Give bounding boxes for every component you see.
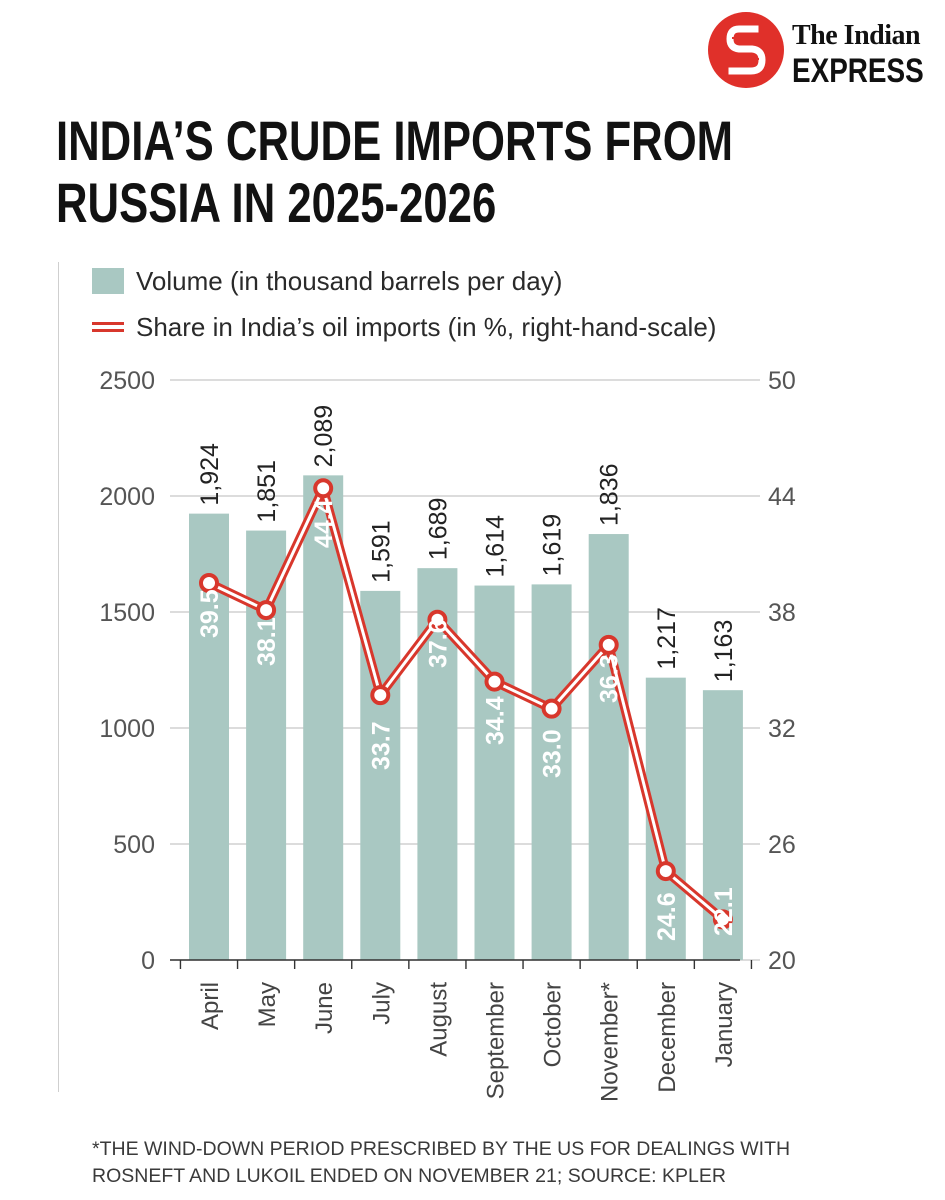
legend-item-volume: Volume (in thousand barrels per day): [92, 266, 562, 296]
footnote-line: ROSNEFT AND LUKOIL ENDED ON NOVEMBER 21;…: [92, 1165, 726, 1187]
x-category-label: October: [540, 982, 567, 1067]
share-point: [541, 698, 562, 719]
y-left-tick-label: 0: [141, 947, 155, 975]
bar-value-label: 1,836: [596, 463, 624, 526]
share-value-label: 37.6: [424, 619, 452, 668]
x-category-label: December: [654, 982, 681, 1093]
share-point: [484, 671, 505, 692]
share-value-label: 39.5: [196, 589, 224, 638]
share-point: [199, 573, 219, 593]
brand-name-line2: EXPRESS: [792, 52, 924, 90]
footnote: *THE WIND-DOWN PERIOD PRESCRIBED BY THE …: [92, 1136, 912, 1190]
bar: [531, 584, 572, 960]
chart-title-line: INDIA’S CRUDE IMPORTS FROM: [56, 109, 734, 172]
x-category-label: November*: [597, 982, 624, 1102]
y-right-tick-label: 44: [768, 483, 796, 511]
share-point: [712, 909, 733, 930]
bar-value-label: 1,619: [539, 514, 567, 577]
share-value-label: 33.7: [367, 721, 395, 770]
share-value-label: 36.3: [596, 654, 624, 703]
chart-title: INDIA’S CRUDE IMPORTS FROM RUSSIA IN 202…: [56, 110, 914, 234]
x-category-label: May: [254, 982, 281, 1027]
bar-value-label: 1,163: [710, 620, 738, 683]
y-right-tick-label: 50: [768, 367, 796, 395]
legend-label-volume: Volume (in thousand barrels per day): [136, 265, 563, 296]
bar-value-label: 1,591: [367, 520, 395, 583]
x-category-label: September: [483, 982, 510, 1099]
legend-label-share: Share in India’s oil imports (in %, righ…: [136, 311, 717, 342]
bar: [303, 475, 344, 960]
indian-express-logo-icon: [708, 12, 784, 88]
share-point: [655, 861, 676, 882]
y-right-tick-label: 20: [768, 947, 796, 975]
x-category-label: June: [311, 982, 338, 1034]
share-point: [427, 609, 448, 630]
legend-swatch-bar: [92, 268, 124, 294]
y-left-tick-label: 1500: [99, 599, 155, 627]
bar: [588, 534, 629, 960]
bar-value-label: 1,924: [196, 443, 224, 506]
bar: [246, 530, 287, 960]
share-point: [370, 685, 391, 706]
y-left-tick-label: 2000: [99, 483, 155, 511]
legend-item-share: Share in India’s oil imports (in %, righ…: [92, 312, 716, 342]
share-point: [313, 478, 334, 499]
share-point: [598, 634, 619, 655]
bar-value-label: 1,689: [424, 498, 452, 561]
y-left-tick-label: 2500: [99, 367, 155, 395]
bar-value-label: 1,851: [253, 460, 281, 523]
y-left-tick-label: 500: [113, 831, 155, 859]
x-category-label: August: [425, 982, 452, 1057]
share-point: [256, 600, 277, 621]
share-line-core: [208, 486, 724, 921]
chart-title-line: RUSSIA IN 2025-2026: [56, 171, 497, 234]
share-value-label: 34.4: [482, 696, 510, 745]
share-value-label: 22.1: [710, 887, 738, 936]
share-value-label: 38.1: [253, 617, 281, 666]
share-value-label: 44.4: [310, 499, 338, 548]
bar-value-label: 2,089: [310, 405, 338, 468]
bar-value-label: 1,614: [482, 515, 510, 578]
chart-area: 0 20 500 26 1000 32 1500 38 2000 44 2500 50 1,924 1,8…: [99, 367, 796, 1102]
bar-value-label: 1,217: [653, 607, 681, 670]
brand-logo: The Indian EXPRESS: [708, 12, 938, 90]
x-category-label: April: [197, 982, 224, 1030]
y-right-tick-label: 26: [768, 831, 796, 859]
left-frame-rule: [58, 262, 59, 1092]
footnote-line: *THE WIND-DOWN PERIOD PRESCRIBED BY THE …: [92, 1138, 791, 1160]
bar: [474, 585, 515, 960]
share-value-label: 24.6: [653, 892, 681, 941]
x-category-label: January: [711, 982, 738, 1067]
brand-name-line1: The Indian: [792, 20, 921, 51]
y-right-tick-label: 32: [768, 715, 796, 743]
x-category-label: July: [368, 982, 395, 1025]
legend-swatch-line: [92, 322, 124, 332]
y-right-tick-label: 38: [768, 599, 796, 627]
y-left-tick-label: 1000: [99, 715, 155, 743]
share-value-label: 33.0: [539, 729, 567, 778]
